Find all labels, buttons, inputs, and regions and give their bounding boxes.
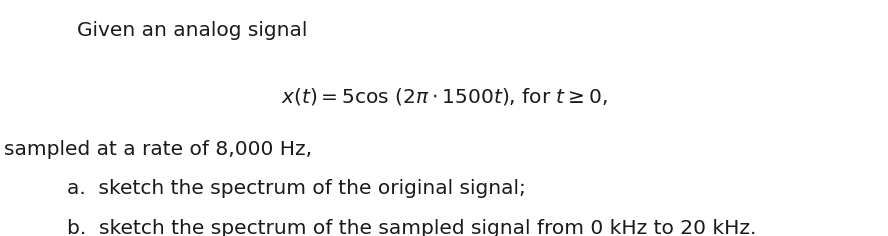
Text: a.  sketch the spectrum of the original signal;: a. sketch the spectrum of the original s… xyxy=(67,179,526,198)
Text: $x(t) = 5\cos\,(2\pi \cdot 1500t)$, for $t{\geq}0$,: $x(t) = 5\cos\,(2\pi \cdot 1500t)$, for … xyxy=(281,86,607,107)
Text: sampled at a rate of 8,000 Hz,: sampled at a rate of 8,000 Hz, xyxy=(4,140,313,160)
Text: Given an analog signal: Given an analog signal xyxy=(77,21,307,40)
Text: b.  sketch the spectrum of the sampled signal from 0 kHz to 20 kHz.: b. sketch the spectrum of the sampled si… xyxy=(67,219,756,236)
